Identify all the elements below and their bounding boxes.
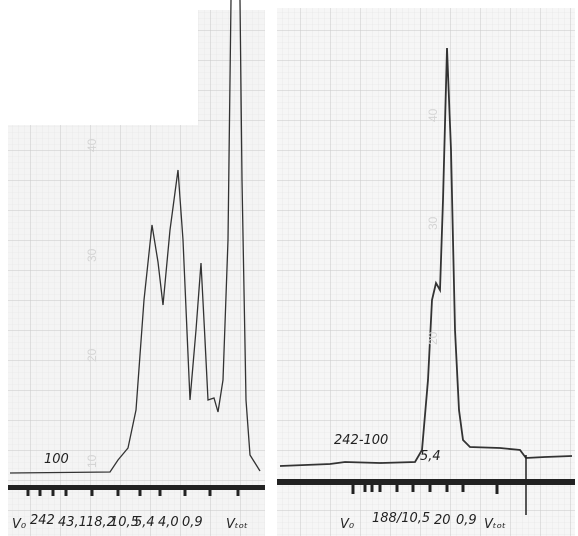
axis-label: 0,9 [182,515,203,530]
grid-label: 40 [426,108,440,122]
axis-label: 4,0 [158,515,179,530]
axis-label: 188/10,5 [372,511,430,526]
grid-label: 10 [85,454,99,468]
baseline [8,485,265,490]
axis-label: 242 [30,513,55,528]
grid-label: 30 [85,248,99,262]
annotation: 5,4 [420,449,441,464]
baseline [277,479,575,485]
axis-label: 43,1 [58,515,87,530]
grid-label: 30 [426,216,440,230]
right-panel: 40 30 20 242-100 5,4 V₀ 188/10,5 20 0,9 … [277,8,575,536]
axis-label: Vₜₒₜ [484,517,506,532]
trace [279,47,573,467]
axis-label: 20 [434,513,451,528]
annotation: 242-100 [334,433,388,448]
axis-label: Vₜₒₜ [226,517,248,532]
left-panel: 40 30 20 10 100 V₀ 242 43,1 18,2 10,5 5,… [8,0,265,536]
trace [9,0,261,474]
axis-label: 10,5 [110,515,139,530]
axis-label: 0,9 [456,513,477,528]
axis-label: V₀ [340,517,355,532]
axis-label: V₀ [12,517,27,532]
axis-label: 18,2 [86,515,115,530]
grid-label: 20 [426,331,440,345]
axis-label: 5,4 [134,515,155,530]
grid-label: 20 [85,348,99,362]
grid-label: 40 [85,138,99,152]
annotation: 100 [44,452,69,467]
